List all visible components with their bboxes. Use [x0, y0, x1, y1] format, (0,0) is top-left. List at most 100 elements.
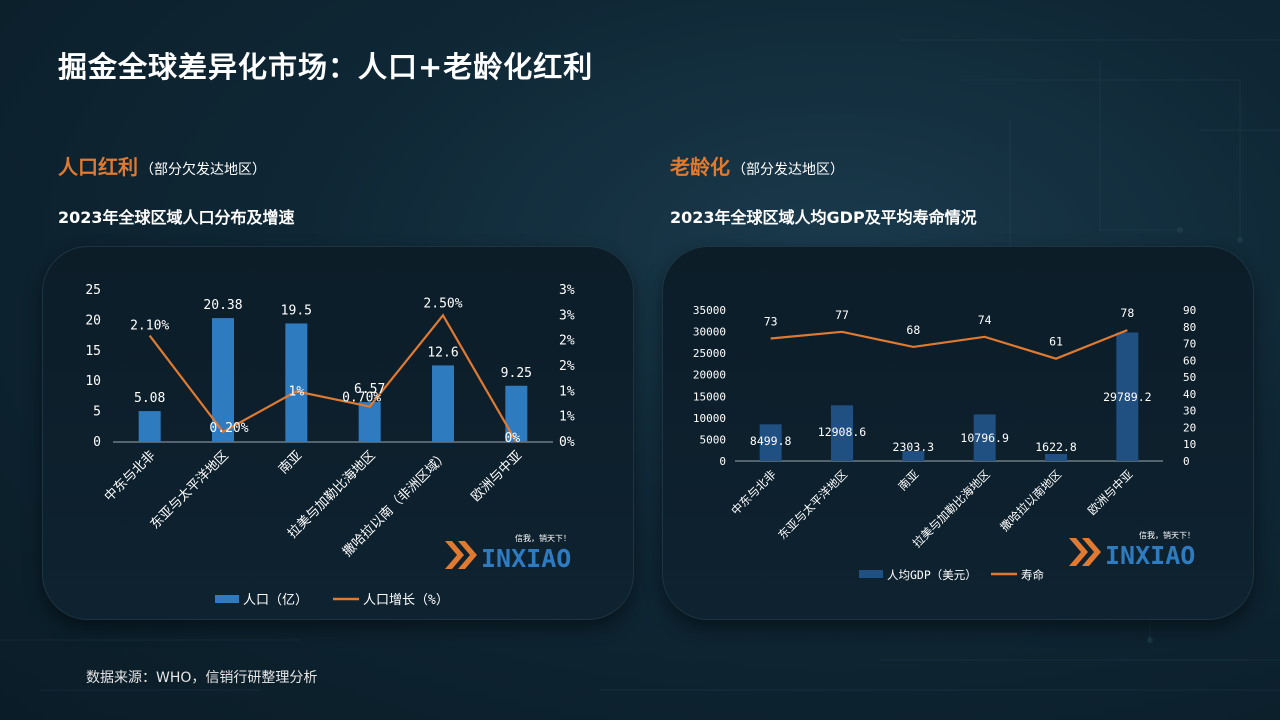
- line-value-label: 73: [764, 315, 778, 329]
- left-axis-tick-label: 20: [85, 313, 101, 328]
- logo-chevron-left-icon: [445, 541, 464, 569]
- bar-5: [505, 385, 528, 442]
- legend-bar-swatch: [215, 595, 239, 603]
- right-chart-title: 2023年全球区域人均GDP及平均寿命情况: [670, 208, 977, 227]
- bar-3: [973, 414, 996, 461]
- line-value-label: 74: [978, 313, 992, 327]
- right-axis-tick-label: 1%: [559, 384, 575, 399]
- left-axis-tick-label: 25: [85, 283, 101, 298]
- category-label: 撒哈拉以南地区: [997, 467, 1064, 534]
- logo-wordmark: INXIAO: [481, 544, 571, 573]
- logo-chevron-right-icon: [458, 541, 477, 569]
- bar-2: [285, 323, 308, 442]
- line-value-label: 0%: [505, 431, 521, 446]
- right-axis-tick-label: 80: [1183, 321, 1196, 334]
- bar-1: [831, 405, 853, 461]
- bar-value-label: 19.5: [281, 303, 312, 318]
- bar-value-label: 8499.8: [750, 434, 792, 448]
- right-axis-tick-label: 20: [1183, 421, 1196, 434]
- right-axis-tick-label: 40: [1183, 388, 1196, 401]
- category-label: 拉美与加勒比海地区: [910, 467, 993, 550]
- left-axis-tick-label: 0: [93, 435, 101, 450]
- left-axis-tick-label: 25000: [693, 347, 726, 360]
- bar-1: [212, 318, 234, 442]
- bar-value-label: 29789.2: [1103, 390, 1151, 404]
- legend-line-label: 寿命: [1021, 568, 1044, 582]
- left-axis-tick-label: 15: [85, 344, 101, 359]
- bar-2: [902, 451, 925, 461]
- bar-value-label: 12.6: [427, 345, 458, 360]
- legend-line-label: 人口增长（%）: [363, 593, 449, 608]
- category-label: 东亚与太平洋地区: [148, 448, 232, 532]
- bar-3: [358, 402, 381, 442]
- logo-tagline: 信我，销天下！: [1139, 530, 1195, 540]
- bar-value-label: 9.25: [501, 366, 532, 381]
- bar-4: [432, 365, 454, 442]
- right-axis-tick-label: 70: [1183, 338, 1196, 351]
- left-axis-tick-label: 0: [719, 455, 726, 468]
- category-label: 南亚: [895, 467, 921, 493]
- right-axis-tick-label: 1%: [559, 410, 575, 425]
- left-axis-tick-label: 30000: [693, 326, 726, 339]
- left-section-name: 人口红利: [58, 155, 138, 179]
- bar-value-label: 5.08: [134, 391, 165, 406]
- line-series: [148, 313, 518, 443]
- logo-tagline: 信我，销天下！: [515, 533, 571, 543]
- right-axis-tick-label: 2%: [559, 334, 575, 349]
- right-axis-tick-label: 90: [1183, 304, 1196, 317]
- line-value-label: 0.20%: [209, 421, 248, 436]
- line-value-label: 1%: [289, 384, 305, 399]
- category-label: 欧洲与中亚: [469, 448, 526, 505]
- right-axis-tick-label: 2%: [559, 359, 575, 374]
- right-axis-tick-label: 0%: [559, 435, 575, 450]
- left-section-heading: 人口红利 （部分欠发达地区）: [58, 151, 266, 180]
- logo-wordmark: INXIAO: [1105, 541, 1195, 570]
- gdp-lifespan-chart-panel: 0 5000 10000 15000 20000 25000 30000 35000 0 10 20…: [662, 246, 1254, 620]
- bar-0: [138, 411, 161, 442]
- category-label: 东亚与太平洋地区: [775, 467, 850, 542]
- right-axis-tick-label: 0: [1183, 455, 1190, 468]
- bar-4: [1045, 453, 1067, 461]
- line-series: [770, 329, 1128, 360]
- right-axis-tick-label: 30: [1183, 405, 1196, 418]
- right-section-heading: 老龄化 （部分发达地区）: [670, 151, 844, 180]
- legend-bar-swatch: [859, 570, 883, 578]
- line-value-label: 2.10%: [130, 319, 169, 334]
- category-label: 中东与北非: [102, 448, 159, 505]
- right-axis-tick-label: 3%: [559, 308, 575, 323]
- left-axis-tick-label: 15000: [693, 390, 726, 403]
- bar-value-label: 10796.9: [960, 431, 1009, 445]
- page-title: 掘金全球差异化市场：人口+老龄化红利: [58, 50, 594, 84]
- line-value-label: 68: [906, 323, 920, 337]
- logo-chevron-right-icon: [1082, 538, 1101, 566]
- legend-bar-label: 人口（亿）: [243, 593, 308, 608]
- category-label: 中东与北非: [728, 467, 779, 518]
- category-label: 欧洲与中亚: [1085, 467, 1136, 518]
- line-value-label: 77: [835, 308, 849, 322]
- population-chart-panel: 0 5 10 15 20 25 0% 1% 1% 2% 2% 3% 3% 5.08 20.38 19.5 6.5…: [42, 246, 634, 620]
- line-value-label: 78: [1120, 306, 1134, 320]
- line-value-label: 0.70%: [342, 391, 381, 406]
- left-axis-tick-label: 35000: [693, 304, 726, 317]
- left-section-subtitle: （部分欠发达地区）: [140, 162, 266, 178]
- logo-chevron-left-icon: [1069, 538, 1088, 566]
- gdp-lifespan-chart: 0 5000 10000 15000 20000 25000 30000 35000 0 10 20…: [693, 304, 1196, 582]
- bar-value-label: 2303.3: [893, 440, 935, 454]
- line-value-label: 61: [1049, 335, 1063, 349]
- right-axis-tick-label: 60: [1183, 354, 1196, 367]
- left-axis-tick-label: 10000: [693, 412, 726, 425]
- right-section-name: 老龄化: [670, 155, 730, 179]
- right-section-subtitle: （部分发达地区）: [732, 162, 844, 178]
- line-value-label: 2.50%: [423, 296, 462, 311]
- bar-5: [1116, 332, 1139, 461]
- right-axis-tick-label: 10: [1183, 438, 1196, 451]
- left-axis-tick-label: 10: [85, 374, 101, 389]
- bar-value-label: 20.38: [203, 298, 242, 313]
- category-label: 南亚: [275, 448, 305, 478]
- bar-0: [759, 424, 782, 461]
- right-axis-tick-label: 3%: [559, 283, 575, 298]
- left-axis-tick-label: 5000: [700, 433, 727, 446]
- bar-value-label: 6.57: [354, 382, 385, 397]
